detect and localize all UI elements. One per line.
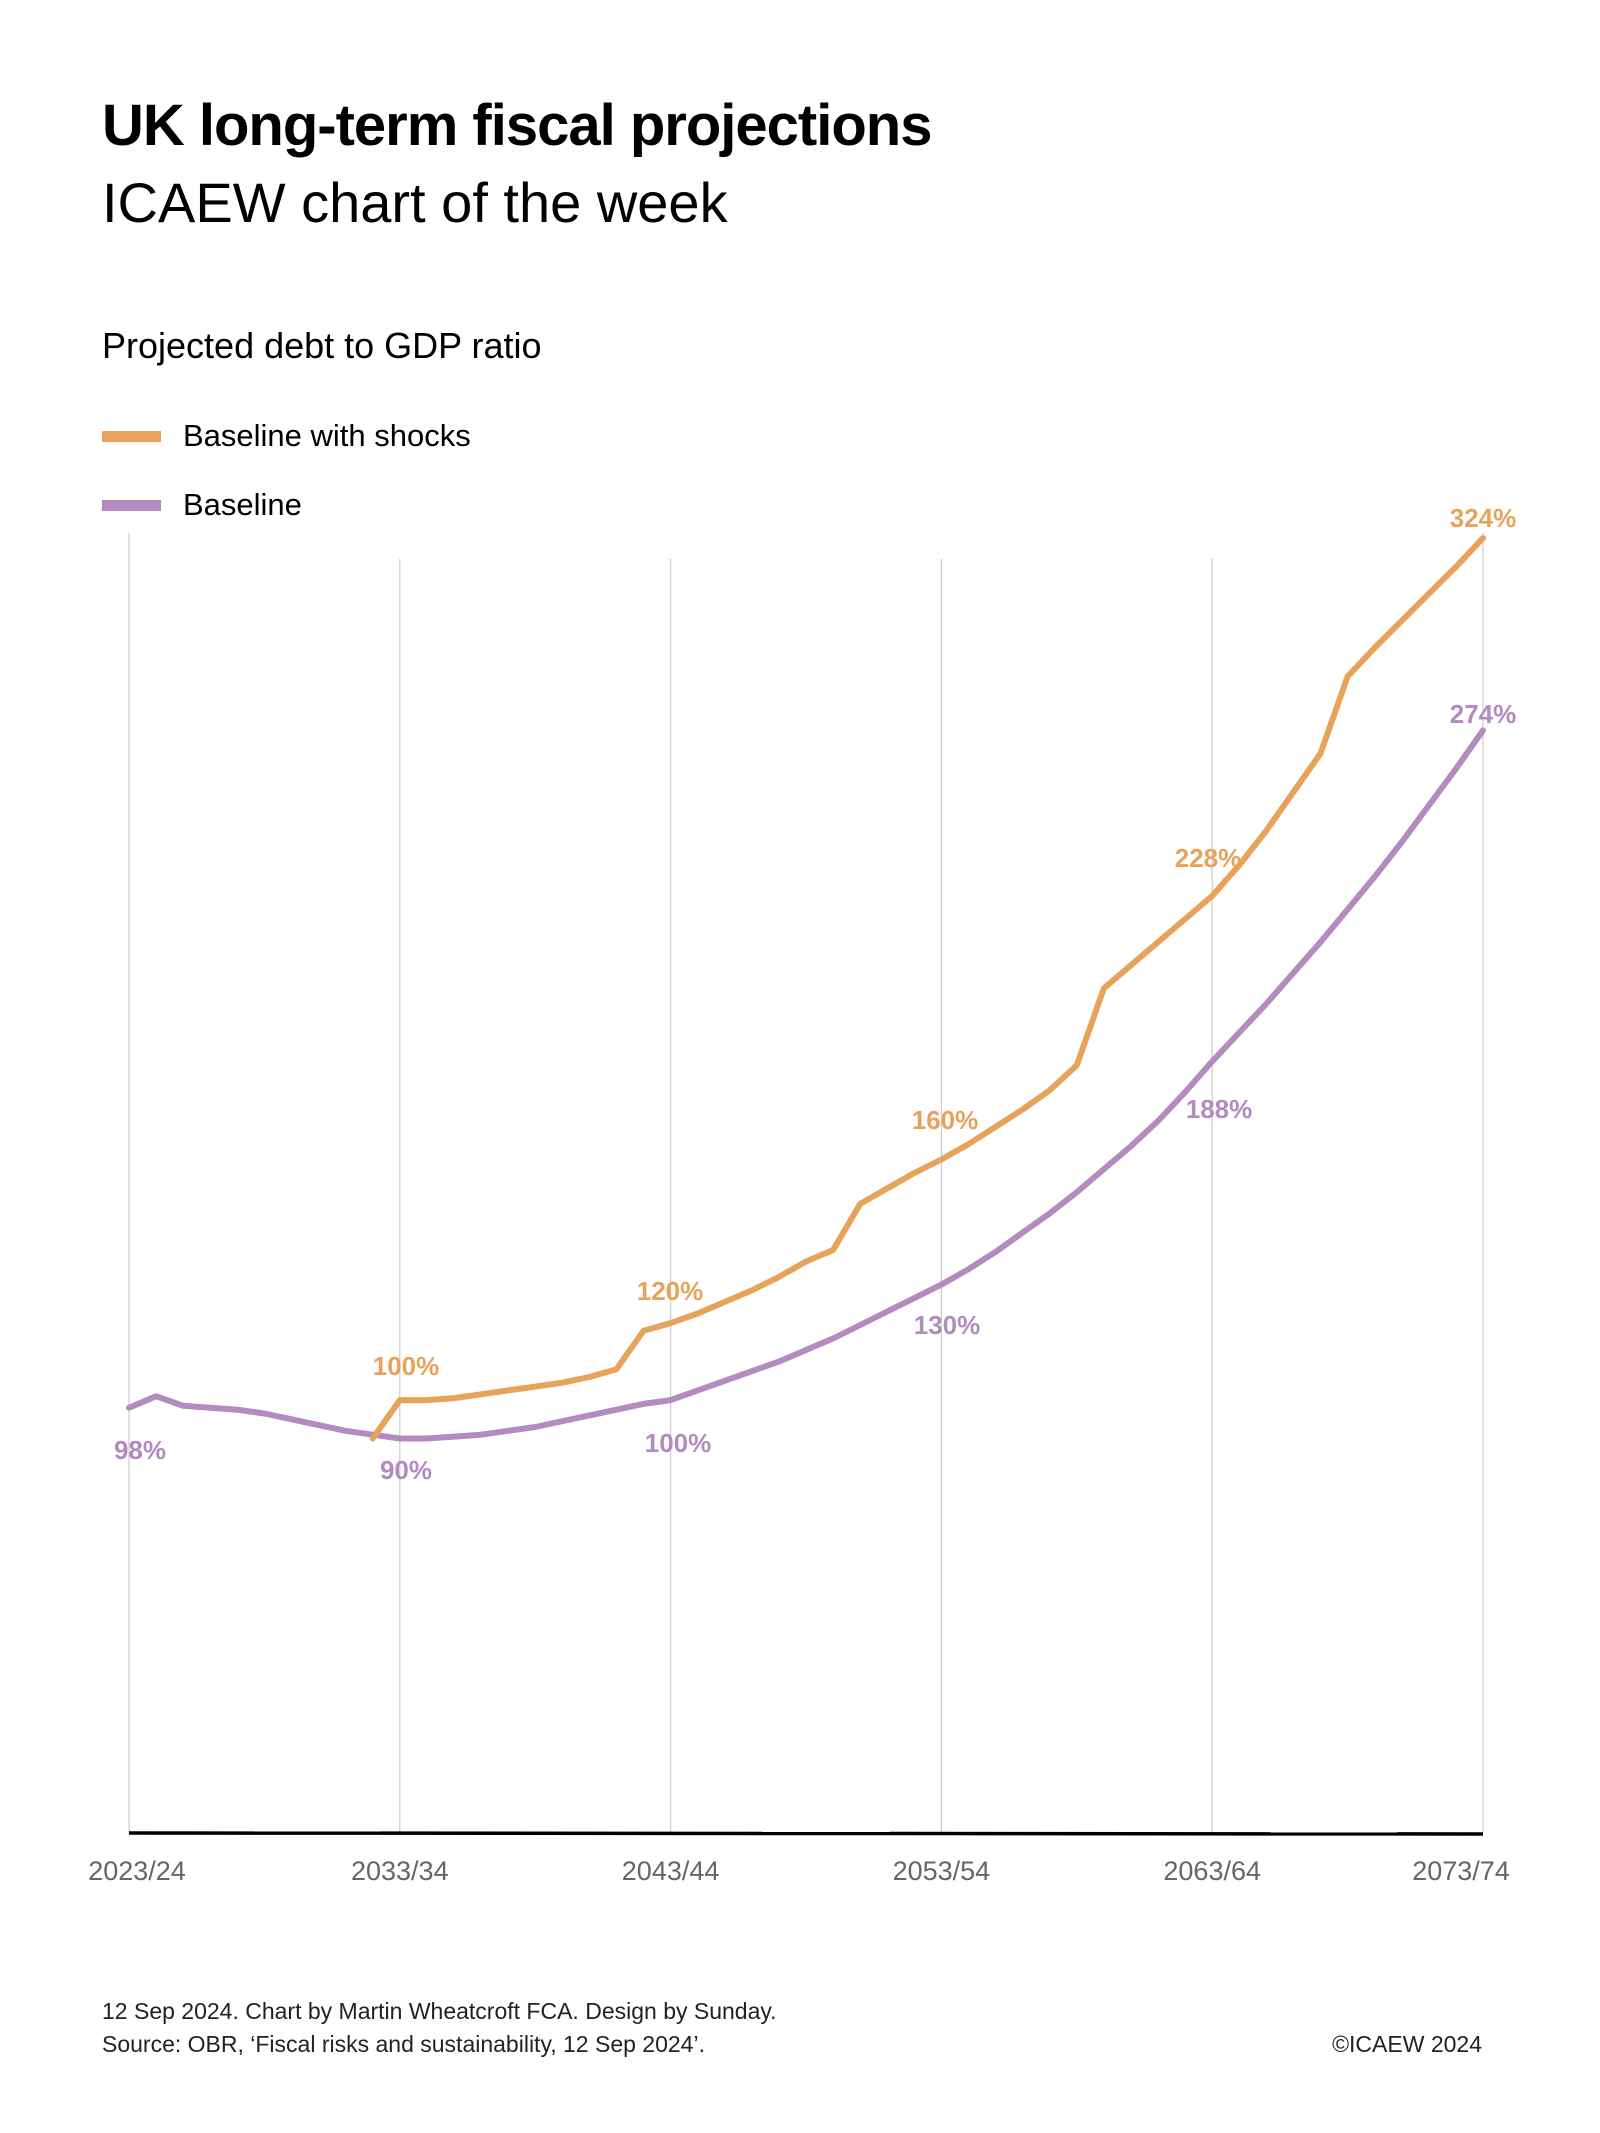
data-label: 188% [1186,1094,1253,1124]
data-label: 160% [912,1105,979,1135]
data-label: 274% [1450,699,1517,729]
legend-item-shocks: Baseline with shocks [102,418,471,454]
chart-heading: Projected debt to GDP ratio [102,325,542,366]
chart-title: UK long-term fiscal projections [102,93,932,158]
chart-subtitle: ICAEW chart of the week [102,171,728,234]
legend-swatch-baseline [102,499,161,511]
data-label: 100% [373,1351,440,1381]
x-tick-label: 2073/74 [1412,1856,1510,1886]
data-label: 130% [914,1310,981,1340]
series-line-shocks [369,535,1486,1442]
legend-label: Baseline with shocks [183,418,471,453]
data-label: 90% [380,1455,432,1485]
footer-copyright: ©ICAEW 2024 [1332,2031,1482,2057]
x-tick-label: 2023/24 [88,1856,186,1886]
legend-label: Baseline [183,487,302,522]
data-label: 228% [1175,843,1242,873]
data-label: 98% [114,1435,166,1465]
x-tick-label: 2043/44 [622,1856,720,1886]
data-label: 120% [637,1276,704,1306]
data-label: 100% [645,1428,712,1458]
footer-source: Source: OBR, ‘Fiscal risks and sustainab… [102,2031,705,2057]
legend-item-baseline: Baseline [102,487,302,523]
footer-credit: 12 Sep 2024. Chart by Martin Wheatcroft … [102,1998,777,2024]
x-tick-label: 2033/34 [351,1856,449,1886]
x-tick-label: 2063/64 [1163,1856,1261,1886]
x-axis [128,1831,1484,1836]
legend-swatch-shocks [102,430,161,442]
data-label: 324% [1450,503,1517,533]
x-tick-label: 2053/54 [893,1856,991,1886]
series-line-baseline [126,727,1486,1442]
